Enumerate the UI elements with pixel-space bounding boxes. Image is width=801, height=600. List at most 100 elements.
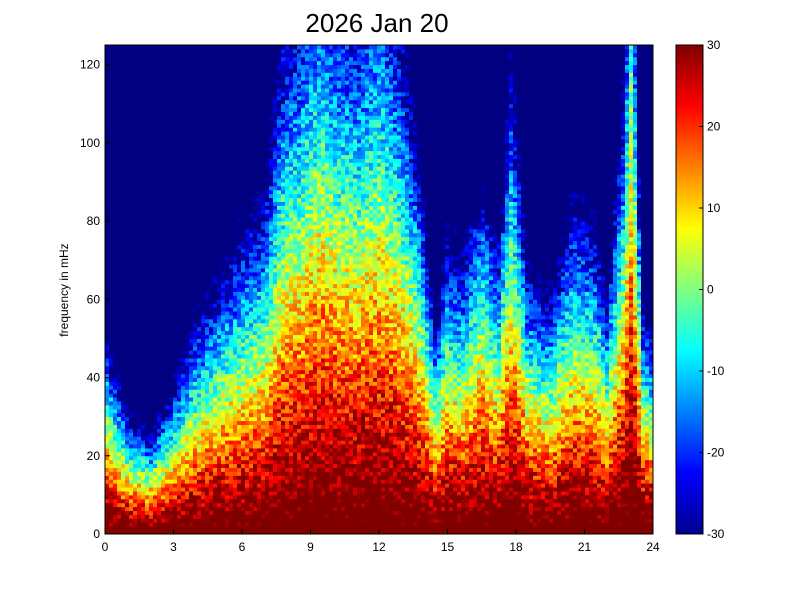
heatmap-cell <box>245 307 250 312</box>
heatmap-cell <box>181 291 186 296</box>
heatmap-cell <box>105 264 110 269</box>
heatmap-cell <box>161 365 166 371</box>
heatmap-cell <box>133 260 138 265</box>
heatmap-cell <box>229 217 234 222</box>
heatmap-cell <box>233 494 238 500</box>
heatmap-cell <box>237 295 242 300</box>
heatmap-cell <box>253 393 258 398</box>
heatmap-cell <box>145 299 150 304</box>
heatmap-cell <box>169 389 174 394</box>
heatmap-cell <box>257 178 262 183</box>
heatmap-cell <box>209 444 214 449</box>
heatmap-cell <box>117 264 122 269</box>
heatmap-cell <box>157 174 162 179</box>
heatmap-cell <box>121 279 126 285</box>
heatmap-cell <box>157 205 162 210</box>
heatmap-cell <box>117 373 122 379</box>
heatmap-cell <box>229 115 234 120</box>
heatmap-cell <box>245 166 250 171</box>
heatmap-cell <box>177 475 182 480</box>
heatmap-cell <box>141 154 146 159</box>
heatmap-cell <box>189 178 194 183</box>
heatmap-cell <box>173 506 178 512</box>
heatmap-cell <box>193 267 198 273</box>
heatmap-cell <box>177 346 182 351</box>
heatmap-cell <box>105 236 110 242</box>
heatmap-cell <box>141 334 146 339</box>
heatmap-cell <box>177 271 182 277</box>
heatmap-cell <box>177 530 182 535</box>
heatmap-cell <box>249 522 254 527</box>
heatmap-cell <box>193 322 198 328</box>
heatmap-cell <box>109 256 114 261</box>
heatmap-cell <box>225 142 230 148</box>
heatmap-cell <box>149 103 154 109</box>
heatmap-cell <box>169 412 174 418</box>
heatmap-cell <box>153 510 158 515</box>
heatmap-cell <box>105 205 110 210</box>
heatmap-cell <box>129 440 134 445</box>
heatmap-cell <box>117 428 122 433</box>
heatmap-cell <box>169 459 174 465</box>
heatmap-cell <box>121 80 126 85</box>
heatmap-cell <box>177 150 182 156</box>
heatmap-cell <box>149 76 154 81</box>
heatmap-cell <box>201 322 206 328</box>
heatmap-cell <box>145 408 150 414</box>
heatmap-cell <box>193 455 198 461</box>
heatmap-cell <box>173 444 178 449</box>
heatmap-cell <box>205 314 210 320</box>
heatmap-cell <box>233 365 238 371</box>
heatmap-cell <box>217 467 222 472</box>
heatmap-cell <box>113 350 118 355</box>
heatmap-cell <box>197 279 202 285</box>
heatmap-cell <box>149 350 154 355</box>
heatmap-cell <box>233 408 238 414</box>
heatmap-cell <box>153 447 158 453</box>
heatmap-cell <box>133 205 138 210</box>
heatmap-cell <box>233 201 238 206</box>
heatmap-cell <box>193 181 198 187</box>
heatmap-cell <box>189 330 194 335</box>
heatmap-cell <box>217 436 222 441</box>
heatmap-cell <box>141 451 146 457</box>
heatmap-cell <box>173 275 178 281</box>
heatmap-cell <box>165 72 170 77</box>
heatmap-cell <box>225 185 230 191</box>
heatmap-cell <box>257 224 262 230</box>
heatmap-cell <box>161 299 166 304</box>
heatmap-cell <box>253 162 258 167</box>
heatmap-cell <box>137 346 142 351</box>
heatmap-cell <box>257 397 262 402</box>
heatmap-cell <box>145 412 150 418</box>
heatmap-cell <box>257 385 262 390</box>
heatmap-cell <box>233 267 238 273</box>
heatmap-cell <box>249 428 254 433</box>
heatmap-cell <box>149 420 154 425</box>
heatmap-cell <box>229 365 234 371</box>
heatmap-cell <box>133 487 138 492</box>
heatmap-cell <box>113 490 118 496</box>
heatmap-cell <box>261 150 266 156</box>
heatmap-cell <box>129 240 134 246</box>
heatmap-cell <box>197 221 202 226</box>
heatmap-cell <box>197 52 202 58</box>
heatmap-cell <box>213 408 218 414</box>
heatmap-cell <box>173 158 178 163</box>
heatmap-cell <box>185 115 190 120</box>
heatmap-cell <box>217 463 222 468</box>
heatmap-cell <box>193 178 198 183</box>
heatmap-cell <box>165 303 170 308</box>
heatmap-cell <box>237 185 242 191</box>
heatmap-cell <box>133 142 138 148</box>
heatmap-cell <box>245 103 250 109</box>
heatmap-cell <box>209 397 214 402</box>
heatmap-cell <box>157 48 162 54</box>
heatmap-cell <box>197 385 202 390</box>
heatmap-cell <box>209 330 214 335</box>
heatmap-cell <box>213 275 218 281</box>
heatmap-cell <box>117 444 122 449</box>
heatmap-cell <box>241 162 246 167</box>
heatmap-cell <box>245 131 250 136</box>
heatmap-cell <box>113 123 118 128</box>
